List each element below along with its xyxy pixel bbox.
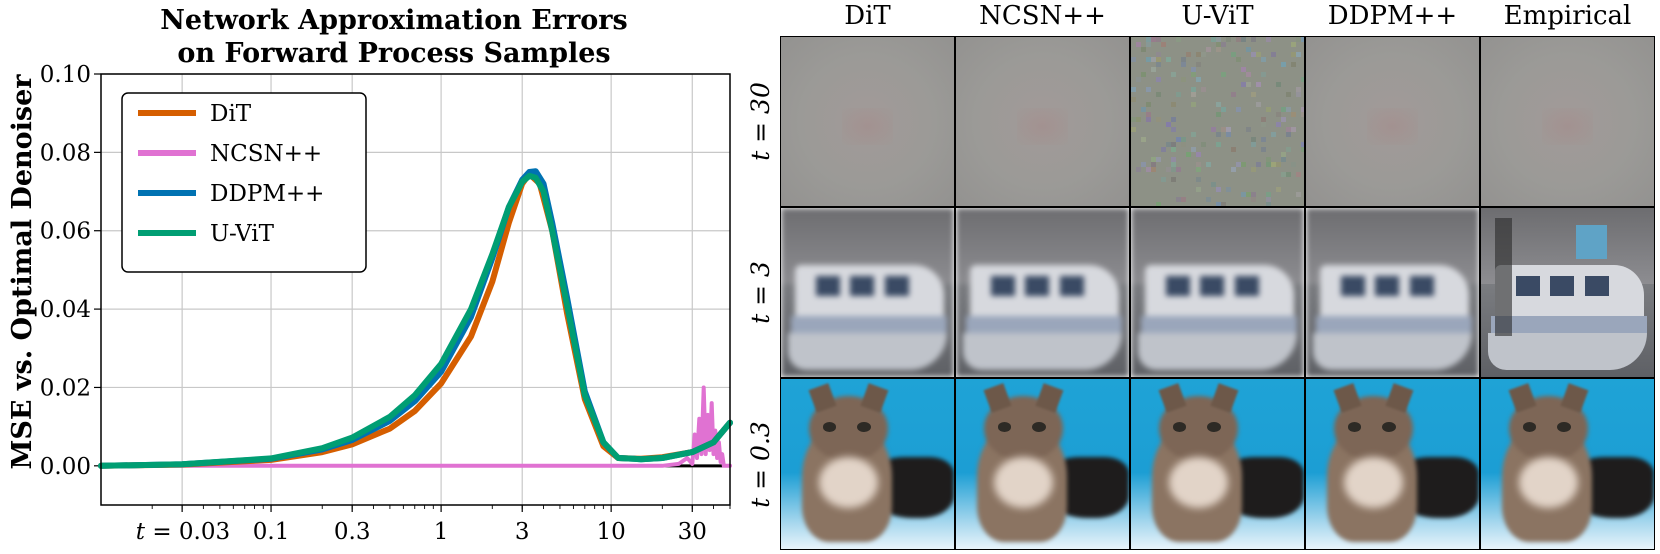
column-header-ddpm: DDPM++ bbox=[1327, 1, 1458, 31]
legend-label: NCSN++ bbox=[210, 141, 322, 167]
y-tick-label: 0.04 bbox=[40, 297, 91, 323]
x-tick-label: 10 bbox=[597, 519, 626, 545]
sample-image-2-1 bbox=[955, 378, 1130, 550]
x-tick-label: 1 bbox=[434, 519, 449, 545]
x-tick-label: 30 bbox=[678, 519, 707, 545]
chart-title-line-2: on Forward Process Samples bbox=[177, 38, 610, 69]
sample-image-2-3 bbox=[1305, 378, 1480, 550]
sample-image-0-4 bbox=[1480, 36, 1655, 207]
column-header-dit: DiT bbox=[844, 1, 891, 31]
row-label-t3: t = 3 bbox=[742, 207, 778, 378]
sample-image-0-0 bbox=[780, 36, 955, 207]
legend-label: DDPM++ bbox=[210, 181, 324, 207]
series-lines bbox=[98, 168, 733, 469]
column-header-empirical: Empirical bbox=[1503, 1, 1632, 31]
legend-box bbox=[121, 92, 367, 273]
sample-image-2-2 bbox=[1130, 378, 1305, 550]
sample-image-1-2 bbox=[1130, 207, 1305, 378]
row-label-t30: t = 30 bbox=[742, 36, 778, 207]
chart-title-line-1: Network Approximation Errors bbox=[160, 5, 628, 36]
x-ticks: t = 0.03 0.1 0.3 1 3 10 30 bbox=[136, 505, 731, 545]
legend-label: DiT bbox=[210, 101, 252, 127]
row-label-text: t = 30 bbox=[745, 82, 775, 161]
y-tick-label: 0.08 bbox=[40, 140, 91, 166]
sample-image-1-1 bbox=[955, 207, 1130, 378]
mse-chart: Network Approximation Errors on Forward … bbox=[7, 5, 733, 545]
sample-image-1-4 bbox=[1480, 207, 1655, 378]
y-tick-label: 0.00 bbox=[40, 454, 91, 480]
sample-image-1-3 bbox=[1305, 207, 1480, 378]
x-tick-label: 0.1 bbox=[253, 519, 290, 545]
series-line-ncsn bbox=[99, 385, 732, 468]
row-label-text: t = 0.3 bbox=[745, 420, 775, 508]
plot-frame bbox=[100, 73, 731, 506]
column-header-ncsn: NCSN++ bbox=[979, 1, 1106, 31]
sample-image-0-1 bbox=[955, 36, 1130, 207]
y-tick-label: 0.02 bbox=[40, 375, 91, 401]
y-tick-label: 0.10 bbox=[40, 62, 91, 88]
sample-image-0-2 bbox=[1130, 36, 1305, 207]
y-axis-label: MSE vs. Optimal Denoiser bbox=[7, 74, 38, 470]
sample-image-2-4 bbox=[1480, 378, 1655, 550]
sample-image-2-0 bbox=[780, 378, 955, 550]
denoiser-sample-grid: DiT NCSN++ U-ViT DDPM++ Empirical t = 30… bbox=[742, 0, 1660, 554]
row-label-t03: t = 0.3 bbox=[742, 378, 778, 550]
y-ticks: 0.00 0.02 0.04 0.06 0.08 0.10 bbox=[40, 62, 101, 480]
x-tick-label: 0.3 bbox=[334, 519, 371, 545]
column-header-uvit: U-ViT bbox=[1181, 1, 1254, 31]
y-tick-label: 0.06 bbox=[40, 219, 91, 245]
x-tick-label: 3 bbox=[515, 519, 530, 545]
series-line-uvit bbox=[98, 172, 733, 469]
sample-image-1-0 bbox=[780, 207, 955, 378]
legend-label: U-ViT bbox=[210, 221, 275, 247]
row-label-text: t = 3 bbox=[745, 261, 775, 324]
x-tick-label: t = 0.03 bbox=[136, 519, 230, 545]
sample-image-0-3 bbox=[1305, 36, 1480, 207]
legend: DiT NCSN++ DDPM++ U-ViT bbox=[121, 92, 367, 273]
